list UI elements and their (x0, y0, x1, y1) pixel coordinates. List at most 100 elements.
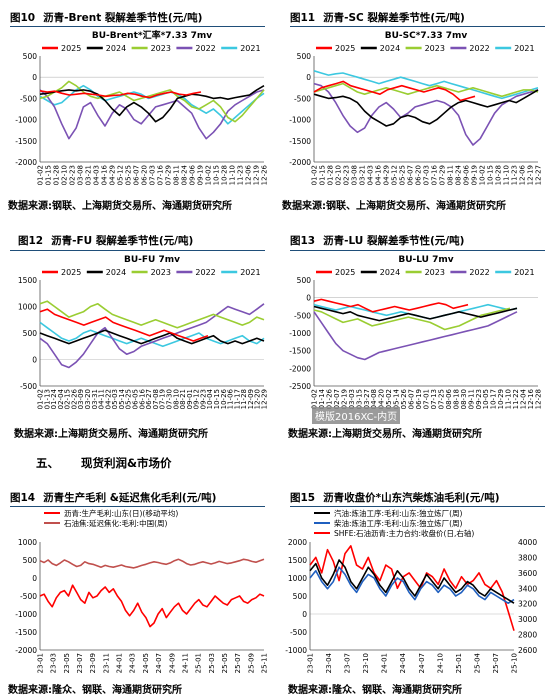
fig10-ytick-label: -1500 (15, 137, 37, 146)
fig11-xtick-label: 11-10 (503, 165, 511, 185)
fig12-xtick-label: 10-26 (220, 388, 228, 409)
fig12-legend-label: 2021 (240, 268, 260, 277)
fig14-ytick-label: -500 (20, 592, 37, 601)
fig15-y2tick-label: 3200 (518, 600, 537, 609)
fig11-xtick-label: 09-06 (463, 164, 471, 185)
fig14-xtick-label: 23-03 (50, 653, 58, 673)
fig10-xtick-label: 12-06 (245, 164, 253, 185)
fig14-xtick-label: 25-03 (208, 653, 216, 673)
fig15-ytick-label: -500 (290, 628, 307, 637)
fig12-xtick-label: 09-23 (199, 389, 207, 409)
fig10-xtick-label: 08-11 (173, 165, 181, 185)
template-watermark: 模版2016XC-内页 (312, 407, 401, 424)
fig13-series-line-3 (313, 311, 518, 361)
fig15-xtick-label: 24-04 (399, 652, 407, 673)
fig15-chart: 汽油:炼油工序:毛利:山东:独立炼厂(周)柴油:炼油工序:毛利:山东:独立炼厂(… (285, 508, 537, 673)
fig13-xtick-label: 07-01 (423, 389, 431, 409)
fig13-xtick-label: 08-18 (452, 389, 460, 409)
fig11-title-rule (290, 26, 545, 27)
fig10-xtick-label: 07-29 (165, 165, 173, 185)
fig14-ytick-label: -2000 (15, 646, 37, 655)
fig13-xtick-label: 08-06 (445, 388, 453, 409)
fig13-xtick-label: 10-05 (482, 389, 490, 409)
fig13-caption: 图13 沥青-LU 裂解差季节性(元/吨) (290, 235, 465, 247)
fig15-xtick-label: 25-10 (511, 653, 519, 673)
fig10-series-line-2 (39, 80, 265, 123)
fig15-y2tick-label: 2600 (518, 646, 537, 655)
fig10-xtick-label: 12-26 (261, 164, 269, 185)
fig12-xtick-label: 02-04 (57, 388, 65, 409)
section-heading: 五、 现货利润&市场价 (36, 456, 172, 470)
fig12-legend-label: 2022 (195, 268, 215, 277)
fig12-xtick-label: 08-10 (172, 389, 180, 409)
fig10-xtick-label: 06-20 (141, 165, 149, 185)
fig10-xtick-label: 08-24 (181, 164, 189, 185)
fig14-ytick-label: 500 (23, 556, 38, 565)
fig14-ytick-label: 0 (32, 574, 37, 583)
fig14-xtick-label: 23-11 (102, 653, 110, 673)
fig12-xtick-label: 11-17 (233, 389, 241, 409)
fig11-xtick-label: 05-12 (391, 165, 399, 185)
fig14-xtick-label: 25-01 (195, 653, 203, 673)
fig11-ytick-label: -2000 (289, 158, 311, 167)
fig10-xtick-label: 07-03 (149, 165, 157, 185)
fig14-xtick-label: 25-05 (221, 653, 229, 673)
fig11-xtick-label: 07-03 (423, 165, 431, 185)
fig14-ytick-label: -1000 (15, 610, 37, 619)
fig15-y2tick-label: 3600 (518, 569, 537, 578)
fig11-xtick-label: 02-10 (335, 165, 343, 185)
fig13-xtick-label: 01-14 (318, 388, 326, 409)
fig11-legend-label: 2025 (335, 44, 355, 53)
fig12-xtick-label: 09-01 (186, 389, 194, 409)
fig10-xtick-label: 11-23 (237, 165, 245, 185)
fig10-source: 数据来源:钢联、上海期货交易所、海通期货研究所 (8, 201, 232, 212)
fig13-xtick-label: 03-15 (355, 389, 363, 409)
fig13-legend-label: 2023 (425, 268, 445, 277)
fig12-xtick-label: 12-20 (254, 389, 262, 409)
fig14-xtick-label: 24-11 (181, 653, 189, 673)
fig15-ytick-label: 1500 (288, 556, 307, 565)
fig13-series-line-0 (313, 298, 469, 313)
fig12-series-line-2 (39, 300, 265, 329)
fig10-xtick-label: 01-02 (37, 165, 45, 185)
fig15-xtick-label: 25-01 (455, 653, 463, 673)
fig12-xtick-label: 03-20 (84, 389, 92, 409)
fig12-ytick-label: 500 (23, 329, 38, 338)
fig13-xtick-label: 03-03 (348, 389, 356, 409)
fig11-xtick-label: 01-15 (319, 165, 327, 185)
fig11-ytick-label: 0 (306, 73, 311, 82)
fig15-series-line-0 (309, 559, 515, 604)
fig11-caption: 图11 沥青-SC 裂解差季节性(元/吨) (290, 12, 465, 24)
fig10-chart: BU-Brent*汇率*7.33 7mv 2025 2024 2023 2022 2021… (15, 29, 269, 185)
fig13-ytick-label: -2000 (289, 364, 311, 373)
fig11-series-line-2 (313, 82, 539, 98)
fig13-series-line-4 (313, 303, 518, 320)
fig11-xtick-label: 07-16 (431, 164, 439, 185)
fig11-xtick-label: 11-23 (511, 165, 519, 185)
fig11-series-line-0 (313, 80, 476, 102)
fig14-title-rule (10, 506, 265, 507)
fig11-ytick-label: -500 (294, 94, 311, 103)
fig10-xtick-label: 02-10 (61, 165, 69, 185)
fig14-caption: 图14 沥青生产毛利 &延迟焦化毛利(元/吨) (10, 492, 217, 504)
fig13-series-line-2 (313, 307, 511, 331)
fig14-xtick-label: 25-09 (247, 653, 255, 673)
fig12-series-line-3 (39, 303, 265, 369)
fig14-series-line-1 (39, 558, 265, 569)
fig12-xtick-label: 05-03 (111, 389, 119, 409)
fig15-title-rule (290, 506, 545, 507)
fig15-xtick-label: 24-10 (436, 653, 444, 673)
fig10-xtick-label: 07-16 (157, 164, 165, 185)
fig12-xtick-label: 05-14 (118, 388, 126, 409)
fig12-xtick-label: 01-24 (50, 388, 58, 409)
fig13-xtick-label: 07-13 (430, 389, 438, 409)
fig14-legend-label: 沥青:生产毛利:山东(日)(移动平均) (64, 508, 178, 518)
fig15-series-line-1 (309, 566, 515, 604)
fig10-xtick-label: 09-06 (189, 164, 197, 185)
fig10-xtick-label: 11-10 (229, 165, 237, 185)
fig10-xtick-label: 03-21 (85, 165, 93, 185)
fig11-xtick-label: 05-25 (399, 165, 407, 185)
fig13-ytick-label: -1000 (289, 329, 311, 338)
fig10-caption: 图10 沥青-Brent 裂解差季节性(元/吨) (10, 12, 203, 24)
fig11-legend-label: 2021 (514, 44, 534, 53)
